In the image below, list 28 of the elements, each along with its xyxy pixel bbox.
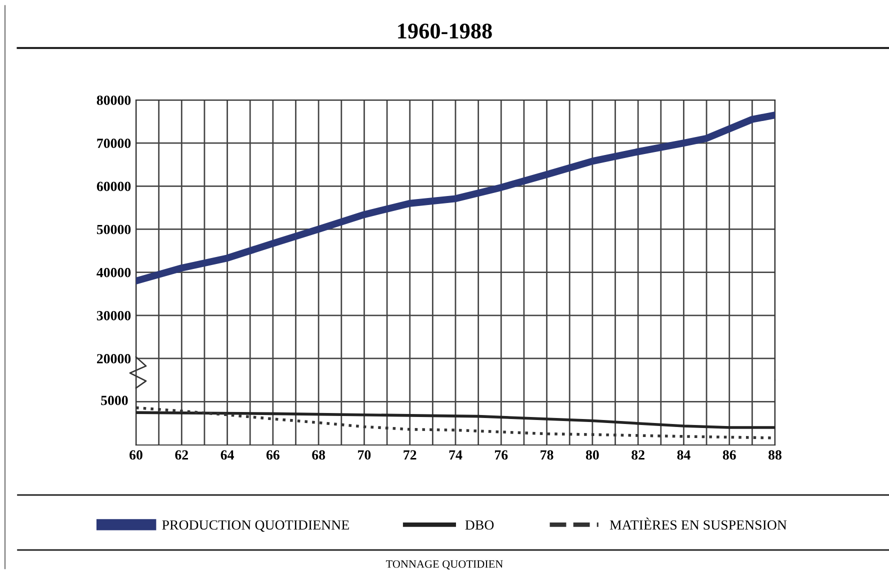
- text: 5000: [101, 396, 128, 406]
- y-tick-label: 70000: [97, 138, 131, 148]
- y-tick-label: 50000: [96, 224, 131, 234]
- y-tick-label: 80000: [96, 96, 131, 105]
- x-axis-title: TONNAGE QUOTIDIEN: [386, 560, 503, 570]
- x-tick-label: 84: [677, 450, 690, 460]
- legend-label: PRODUCTION QUOTIDIENNE: [162, 520, 349, 532]
- x-tick-label: 66: [266, 450, 280, 460]
- y-tick-label: 60000: [96, 182, 131, 192]
- x-tick-label: 64: [220, 450, 234, 460]
- legend-label: MATIÈRES EN SUSPENSION: [610, 518, 787, 530]
- x-tick-label: 60: [130, 450, 142, 460]
- x-tick-label: 76: [494, 450, 508, 460]
- y-tick-label: 40000: [96, 268, 131, 278]
- x-tick-label: 86: [722, 450, 736, 460]
- x-tick-label: 74: [449, 450, 462, 460]
- x-tick-label: 62: [175, 450, 188, 460]
- x-tick-label: 82: [632, 450, 644, 460]
- chart-title: 1960-1988: [398, 24, 492, 39]
- legend-label: DBO: [465, 520, 494, 530]
- x-tick-label: 78: [540, 450, 554, 460]
- x-tick-label: 72: [404, 450, 416, 460]
- x-tick-label: 70: [358, 450, 371, 460]
- y-tick-label: 30000: [96, 310, 131, 320]
- x-tick-label: 80: [586, 450, 599, 460]
- y-tick-label: 20000: [97, 354, 131, 364]
- x-tick-label: 88: [768, 450, 782, 460]
- x-tick-label: 68: [312, 450, 326, 460]
